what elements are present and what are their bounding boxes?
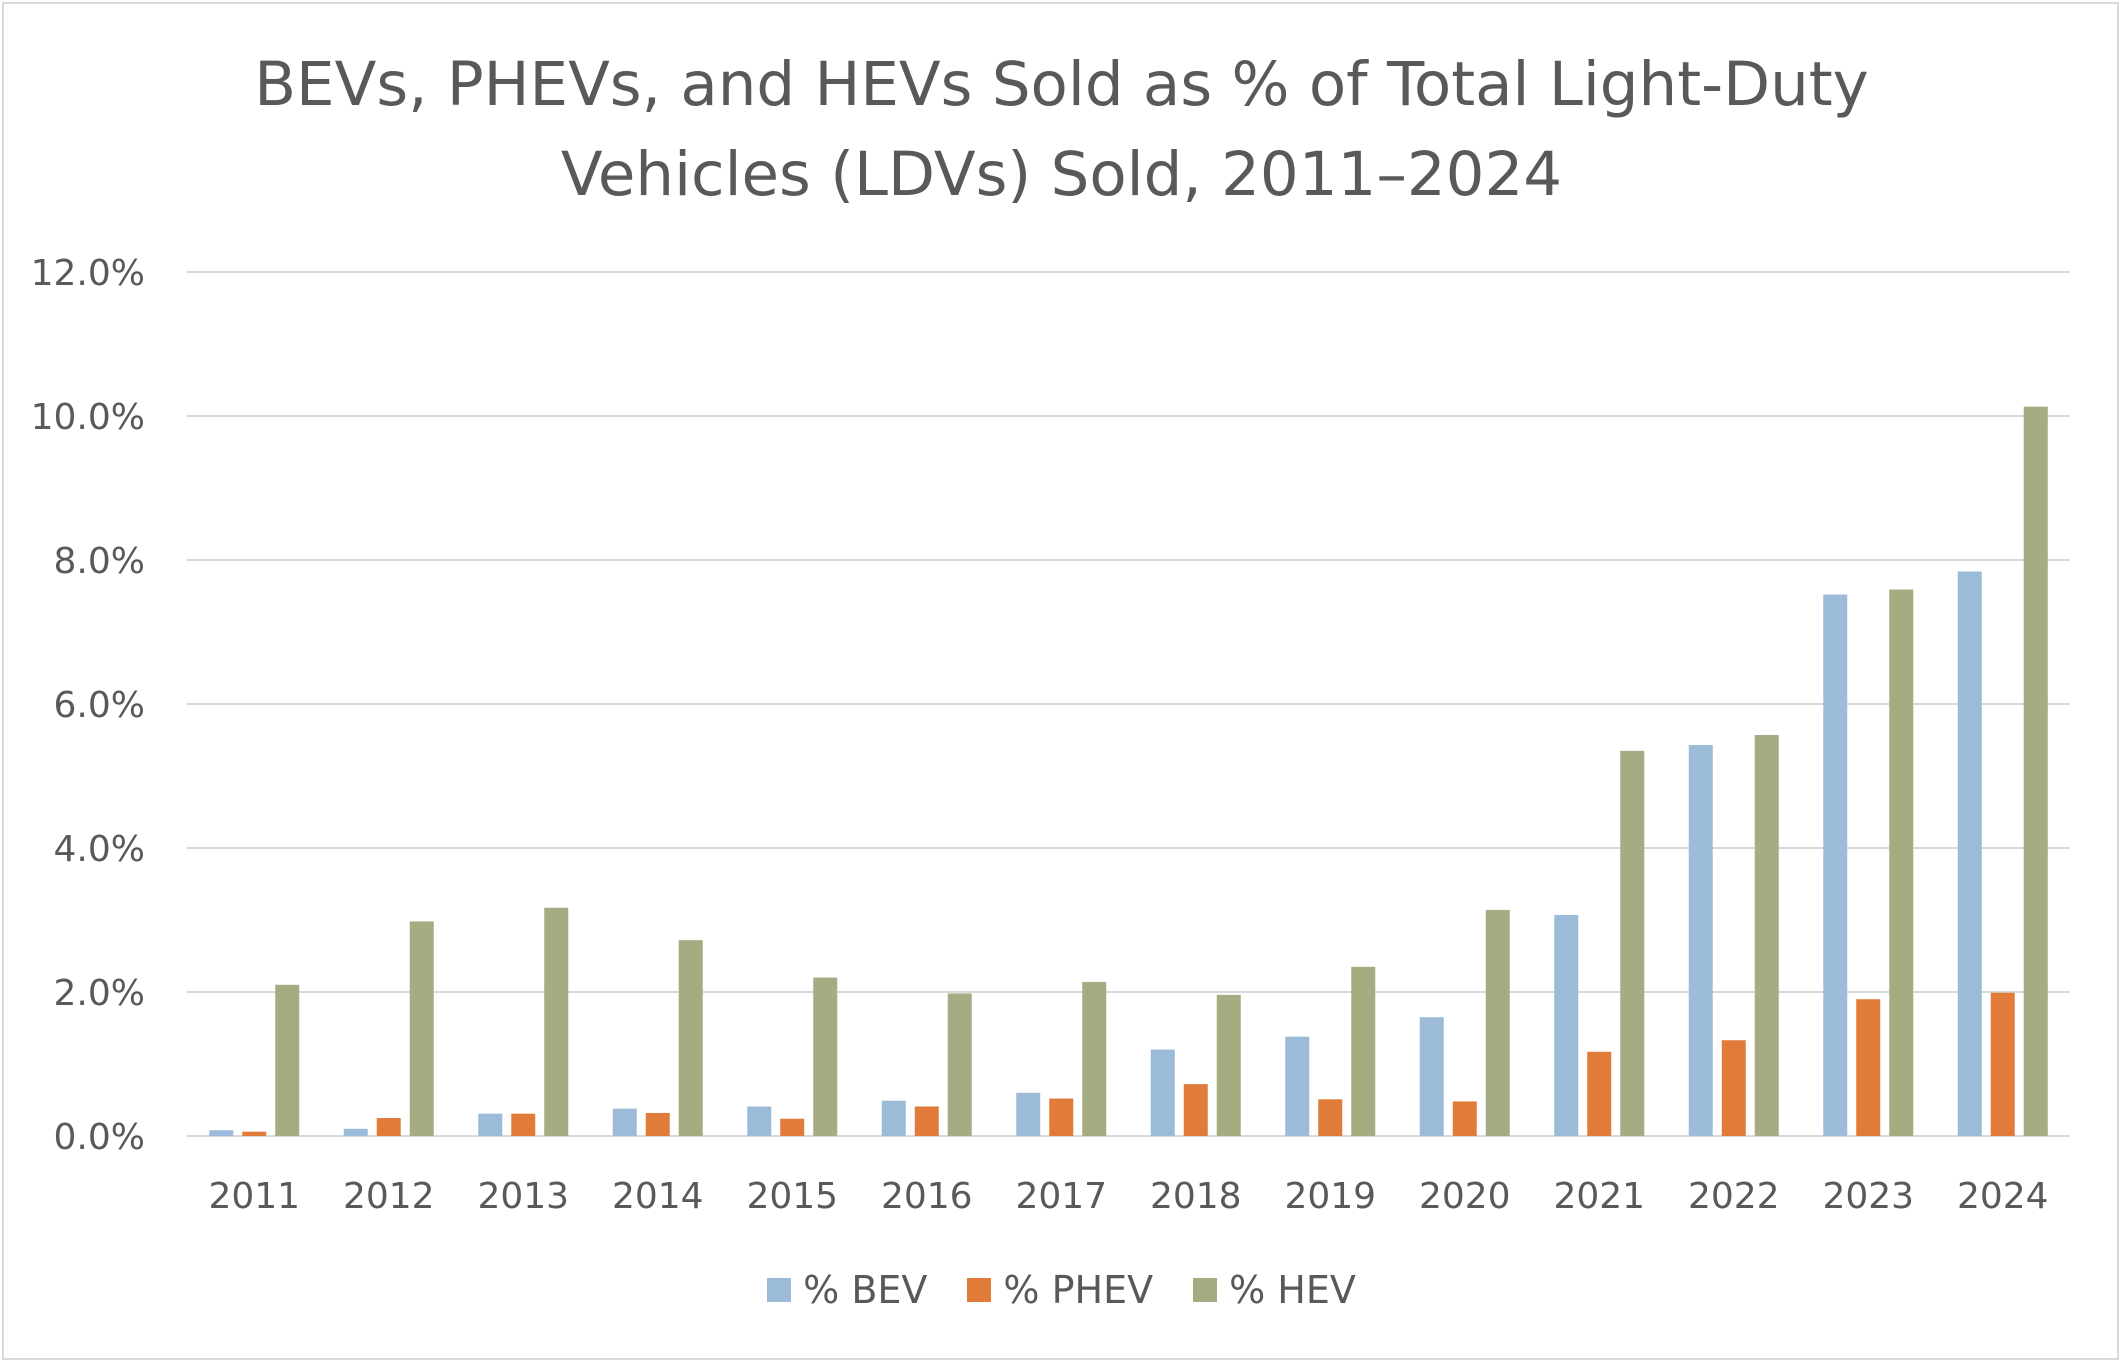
legend-swatch-bev <box>767 1278 792 1302</box>
bar-bev-2013 <box>478 1113 503 1136</box>
x-tick-label: 2016 <box>881 1176 973 1217</box>
bar-phev-2018 <box>1183 1084 1208 1136</box>
bar-phev-2013 <box>511 1113 536 1136</box>
y-tick-label: 4.0% <box>54 829 145 870</box>
bar-phev-2020 <box>1452 1101 1477 1136</box>
legend-swatch-hev <box>1193 1278 1218 1302</box>
bar-bev-2021 <box>1554 914 1579 1136</box>
bar-hev-2022 <box>1754 734 1779 1136</box>
x-tick-label: 2024 <box>1957 1176 2049 1217</box>
bar-phev-2015 <box>780 1118 805 1136</box>
bar-hev-2024 <box>2023 406 2048 1136</box>
x-tick-label: 2019 <box>1284 1176 1376 1217</box>
bar-hev-2016 <box>947 993 972 1136</box>
bar-phev-2023 <box>1856 999 1881 1136</box>
legend-item-bev: % BEV <box>767 1268 927 1312</box>
y-tick-label: 10.0% <box>31 397 145 438</box>
y-tick-label: 2.0% <box>54 973 145 1014</box>
bar-bev-2024 <box>1957 571 1982 1136</box>
bar-bev-2011 <box>209 1130 234 1136</box>
bar-bev-2017 <box>1016 1092 1041 1136</box>
x-tick-label: 2015 <box>746 1176 838 1217</box>
x-tick-label: 2011 <box>208 1176 300 1217</box>
x-tick-label: 2012 <box>343 1176 435 1217</box>
bar-phev-2011 <box>242 1131 267 1136</box>
chart-title: BEVs, PHEVs, and HEVs Sold as % of Total… <box>0 40 2123 220</box>
bar-hev-2012 <box>409 921 434 1136</box>
legend-label-hev: % HEV <box>1229 1268 1356 1312</box>
y-tick-label: 6.0% <box>54 685 145 726</box>
bar-phev-2019 <box>1318 1099 1343 1136</box>
bar-phev-2014 <box>645 1112 670 1136</box>
y-tick-label: 12.0% <box>31 253 145 294</box>
bar-hev-2017 <box>1082 981 1107 1136</box>
bar-hev-2013 <box>544 907 569 1136</box>
bar-hev-2011 <box>275 984 300 1136</box>
bars <box>209 406 2048 1136</box>
chart-title-line-2: Vehicles (LDVs) Sold, 2011–2024 <box>560 139 1563 210</box>
bar-bev-2023 <box>1823 594 1848 1136</box>
chart-title-line-1: BEVs, PHEVs, and HEVs Sold as % of Total… <box>254 49 1869 120</box>
bar-bev-2015 <box>747 1106 772 1136</box>
bar-hev-2019 <box>1351 966 1376 1136</box>
x-tick-label: 2017 <box>1015 1176 1107 1217</box>
bar-bev-2019 <box>1285 1036 1310 1136</box>
bar-hev-2015 <box>813 977 838 1136</box>
bar-phev-2016 <box>914 1106 939 1136</box>
bar-phev-2017 <box>1049 1098 1074 1136</box>
bar-bev-2014 <box>612 1108 637 1136</box>
x-tick-label: 2014 <box>612 1176 704 1217</box>
bar-phev-2012 <box>376 1118 401 1136</box>
gridlines <box>187 271 2070 1137</box>
bar-phev-2022 <box>1721 1040 1746 1136</box>
bar-bev-2022 <box>1688 745 1713 1136</box>
bar-hev-2014 <box>678 940 703 1136</box>
bar-bev-2018 <box>1150 1049 1175 1136</box>
bar-hev-2018 <box>1216 994 1241 1136</box>
bar-hev-2020 <box>1485 909 1510 1136</box>
x-tick-label: 2023 <box>1822 1176 1914 1217</box>
y-tick-label: 0.0% <box>54 1117 145 1158</box>
bar-phev-2024 <box>1990 992 2015 1136</box>
x-axis-tick-labels: 2011 2012 2013 2014 2015 2016 2017 2018 2019 2020… <box>208 1176 2048 1217</box>
bar-bev-2016 <box>881 1100 906 1136</box>
legend-label-phev: % PHEV <box>1003 1268 1154 1312</box>
bar-phev-2021 <box>1587 1051 1612 1136</box>
bar-bev-2020 <box>1419 1017 1444 1136</box>
y-tick-label: 8.0% <box>54 541 145 582</box>
y-axis-tick-labels: 0.0% 2.0% 4.0% 6.0% 8.0% 10.0% 12.0% <box>31 253 145 1158</box>
legend-swatch-phev <box>967 1278 992 1302</box>
x-tick-label: 2013 <box>477 1176 569 1217</box>
bar-bev-2012 <box>343 1128 368 1136</box>
bar-hev-2023 <box>1889 589 1914 1136</box>
bar-hev-2021 <box>1620 750 1645 1136</box>
legend-item-phev: % PHEV <box>967 1268 1153 1312</box>
legend-item-hev: % HEV <box>1193 1268 1356 1312</box>
legend-label-bev: % BEV <box>803 1268 928 1312</box>
x-tick-label: 2022 <box>1688 1176 1780 1217</box>
x-tick-label: 2020 <box>1419 1176 1511 1217</box>
x-tick-label: 2021 <box>1553 1176 1645 1217</box>
x-tick-label: 2018 <box>1150 1176 1242 1217</box>
legend: % BEV % PHEV % HEV <box>0 1268 2123 1312</box>
